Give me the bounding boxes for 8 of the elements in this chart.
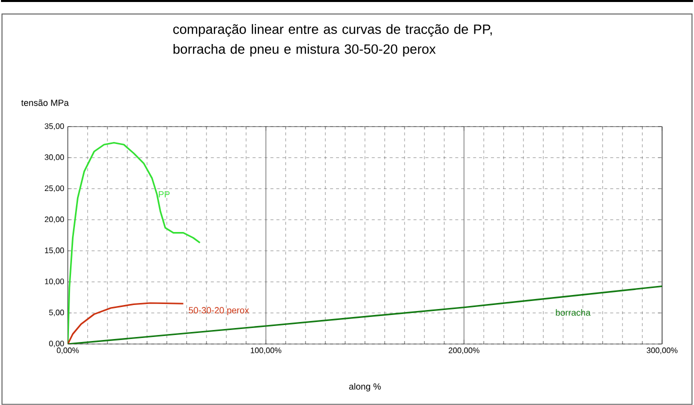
series-label: borracha [556, 309, 591, 316]
line-series [68, 302, 184, 344]
chart-title: comparação linear entre as curvas de tracção de PP, borracha de pneu e mistura 30-50-20 perox [173, 24, 492, 57]
series-label: 50-30-20 perox [188, 307, 249, 316]
series-label: PP [158, 191, 170, 198]
y-axis-title: tensão MPa [21, 100, 69, 106]
line-series [68, 286, 662, 344]
x-axis-title: along % [349, 383, 381, 392]
